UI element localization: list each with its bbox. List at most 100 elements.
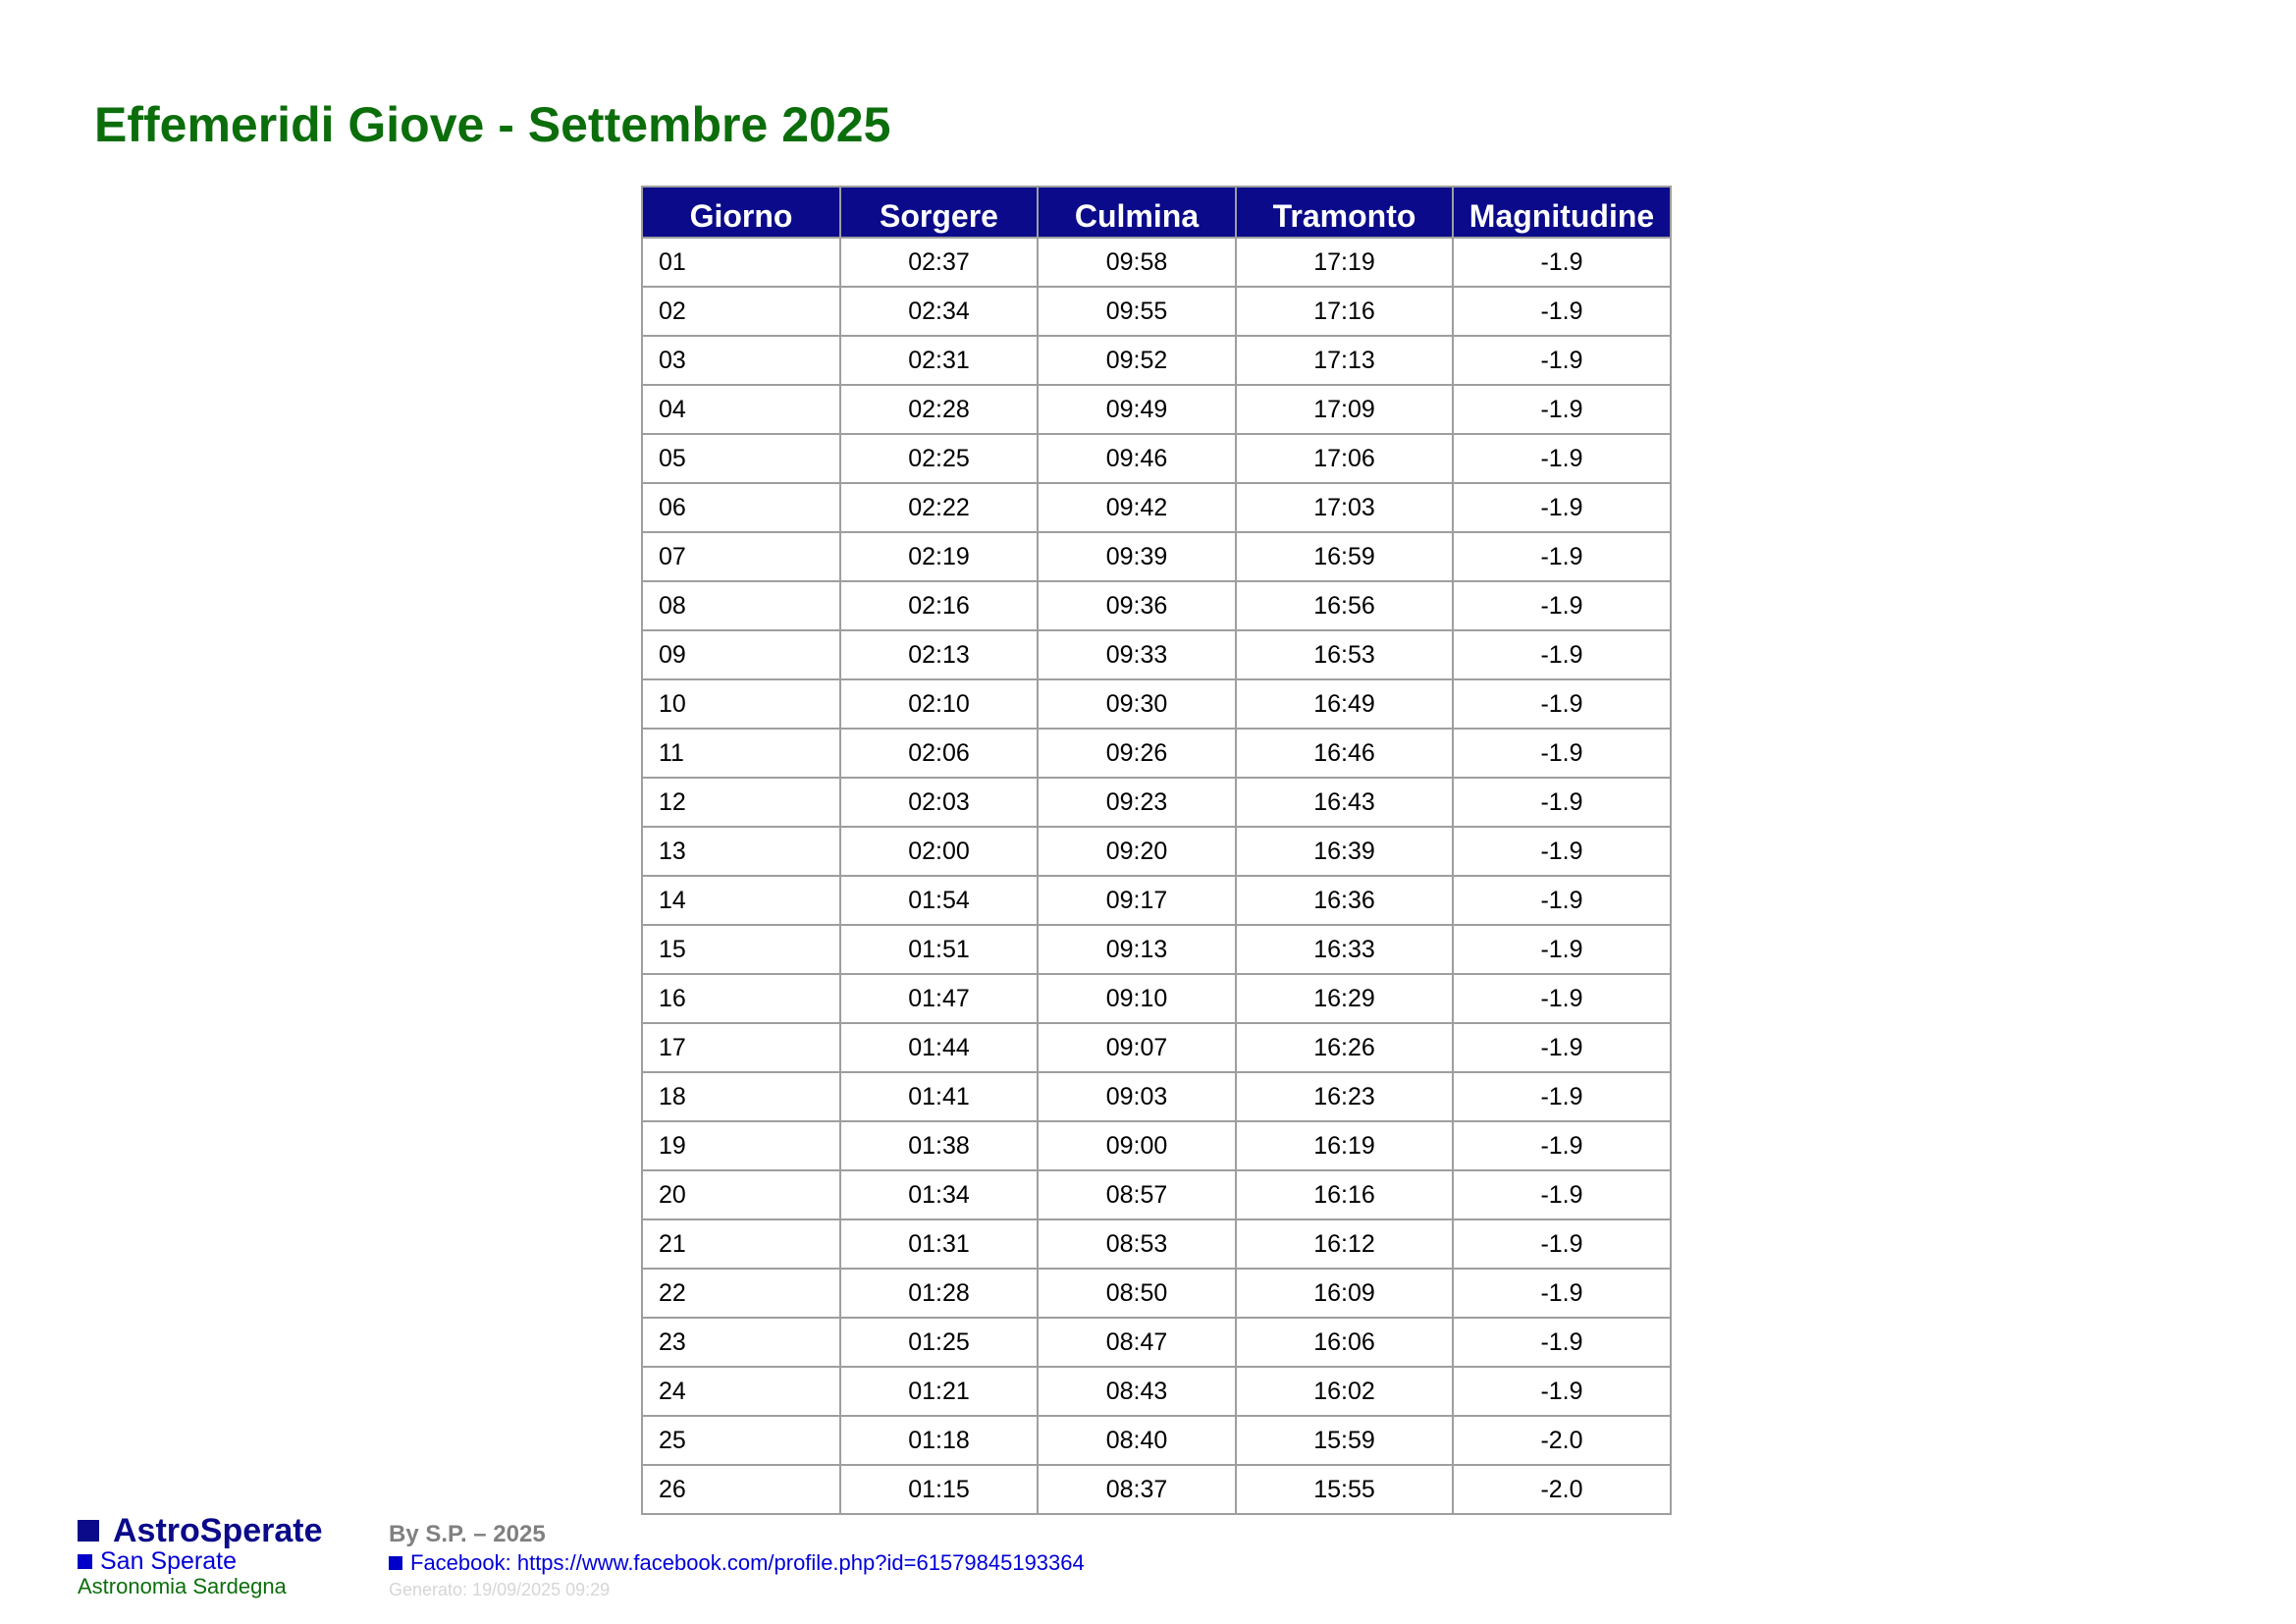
cell-rise: 02:06 <box>839 728 1039 779</box>
cell-day: 21 <box>641 1218 841 1270</box>
table-row: 03 02:31 09:52 17:13 -1.9 <box>641 335 1672 386</box>
cell-magnitude: -1.9 <box>1452 629 1672 680</box>
cell-magnitude: -1.9 <box>1452 335 1672 386</box>
cell-rise: 01:15 <box>839 1464 1039 1515</box>
cell-culmination: 08:47 <box>1037 1317 1237 1368</box>
table-row: 05 02:25 09:46 17:06 -1.9 <box>641 433 1672 484</box>
cell-set: 17:09 <box>1235 384 1454 435</box>
table-row: 20 01:34 08:57 16:16 -1.9 <box>641 1169 1672 1220</box>
cell-magnitude: -1.9 <box>1452 678 1672 730</box>
cell-rise: 01:25 <box>839 1317 1039 1368</box>
cell-culmination: 09:23 <box>1037 777 1237 828</box>
cell-magnitude: -1.9 <box>1452 384 1672 435</box>
cell-magnitude: -1.9 <box>1452 777 1672 828</box>
cell-set: 15:55 <box>1235 1464 1454 1515</box>
page-title: Effemeridi Giove - Settembre 2025 <box>94 97 891 152</box>
cell-rise: 02:28 <box>839 384 1039 435</box>
column-header-tramonto: Tramonto <box>1235 186 1454 239</box>
table-row: 10 02:10 09:30 16:49 -1.9 <box>641 678 1672 730</box>
cell-set: 16:26 <box>1235 1022 1454 1073</box>
cell-day: 26 <box>641 1464 841 1515</box>
cell-rise: 02:22 <box>839 482 1039 533</box>
cell-culmination: 08:57 <box>1037 1169 1237 1220</box>
cell-set: 16:43 <box>1235 777 1454 828</box>
cell-day: 09 <box>641 629 841 680</box>
cell-magnitude: -1.9 <box>1452 973 1672 1024</box>
cell-set: 16:53 <box>1235 629 1454 680</box>
cell-magnitude: -1.9 <box>1452 433 1672 484</box>
ephemeris-table: Giorno Sorgere Culmina Tramonto Magnitud… <box>641 186 1672 1515</box>
cell-culmination: 08:53 <box>1037 1218 1237 1270</box>
cell-culmination: 09:55 <box>1037 286 1237 337</box>
cell-day: 18 <box>641 1071 841 1122</box>
table-row: 17 01:44 09:07 16:26 -1.9 <box>641 1022 1672 1073</box>
cell-rise: 02:10 <box>839 678 1039 730</box>
table-row: 08 02:16 09:36 16:56 -1.9 <box>641 580 1672 631</box>
cell-set: 17:13 <box>1235 335 1454 386</box>
cell-culmination: 09:58 <box>1037 237 1237 288</box>
brand-square-icon <box>78 1520 99 1542</box>
cell-magnitude: -1.9 <box>1452 1120 1672 1171</box>
cell-magnitude: -1.9 <box>1452 237 1672 288</box>
cell-set: 16:33 <box>1235 924 1454 975</box>
cell-day: 10 <box>641 678 841 730</box>
brand-location: San Sperate <box>78 1549 323 1574</box>
table-row: 19 01:38 09:00 16:19 -1.9 <box>641 1120 1672 1171</box>
cell-set: 16:09 <box>1235 1268 1454 1319</box>
cell-culmination: 09:42 <box>1037 482 1237 533</box>
cell-set: 16:36 <box>1235 875 1454 926</box>
cell-day: 12 <box>641 777 841 828</box>
cell-day: 15 <box>641 924 841 975</box>
cell-day: 14 <box>641 875 841 926</box>
cell-magnitude: -1.9 <box>1452 1169 1672 1220</box>
cell-day: 05 <box>641 433 841 484</box>
cell-magnitude: -1.9 <box>1452 1022 1672 1073</box>
cell-day: 02 <box>641 286 841 337</box>
cell-magnitude: -1.9 <box>1452 826 1672 877</box>
cell-rise: 01:51 <box>839 924 1039 975</box>
cell-rise: 02:25 <box>839 433 1039 484</box>
column-header-sorgere: Sorgere <box>839 186 1039 239</box>
cell-day: 16 <box>641 973 841 1024</box>
table-row: 11 02:06 09:26 16:46 -1.9 <box>641 728 1672 779</box>
brand-name: AstroSperate <box>113 1512 323 1549</box>
cell-rise: 02:03 <box>839 777 1039 828</box>
cell-day: 04 <box>641 384 841 435</box>
cell-set: 16:56 <box>1235 580 1454 631</box>
cell-culmination: 09:39 <box>1037 531 1237 582</box>
cell-set: 16:16 <box>1235 1169 1454 1220</box>
author-credit: By S.P. – 2025 <box>389 1521 546 1547</box>
cell-culmination: 09:00 <box>1037 1120 1237 1171</box>
cell-set: 16:29 <box>1235 973 1454 1024</box>
cell-set: 16:59 <box>1235 531 1454 582</box>
cell-magnitude: -1.9 <box>1452 875 1672 926</box>
cell-rise: 02:34 <box>839 286 1039 337</box>
cell-set: 16:19 <box>1235 1120 1454 1171</box>
cell-rise: 01:38 <box>839 1120 1039 1171</box>
table-row: 13 02:00 09:20 16:39 -1.9 <box>641 826 1672 877</box>
location-square-icon <box>78 1553 92 1569</box>
header-row: Giorno Sorgere Culmina Tramonto Magnitud… <box>641 186 1672 239</box>
table-row: 23 01:25 08:47 16:06 -1.9 <box>641 1317 1672 1368</box>
facebook-link-text[interactable]: Facebook: https://www.facebook.com/profi… <box>410 1550 1085 1575</box>
column-header-culmina: Culmina <box>1037 186 1237 239</box>
cell-rise: 01:47 <box>839 973 1039 1024</box>
cell-set: 16:12 <box>1235 1218 1454 1270</box>
brand-title: AstroSperate <box>78 1512 323 1549</box>
cell-magnitude: -2.0 <box>1452 1415 1672 1466</box>
cell-culmination: 09:20 <box>1037 826 1237 877</box>
cell-set: 17:19 <box>1235 237 1454 288</box>
cell-culmination: 09:07 <box>1037 1022 1237 1073</box>
cell-day: 17 <box>641 1022 841 1073</box>
cell-magnitude: -1.9 <box>1452 1268 1672 1319</box>
cell-culmination: 08:40 <box>1037 1415 1237 1466</box>
cell-rise: 02:19 <box>839 531 1039 582</box>
cell-culmination: 09:13 <box>1037 924 1237 975</box>
cell-set: 16:49 <box>1235 678 1454 730</box>
cell-day: 19 <box>641 1120 841 1171</box>
cell-rise: 01:18 <box>839 1415 1039 1466</box>
facebook-link[interactable]: Facebook: https://www.facebook.com/profi… <box>389 1549 1085 1577</box>
table-row: 22 01:28 08:50 16:09 -1.9 <box>641 1268 1672 1319</box>
table-row: 04 02:28 09:49 17:09 -1.9 <box>641 384 1672 435</box>
cell-day: 24 <box>641 1366 841 1417</box>
